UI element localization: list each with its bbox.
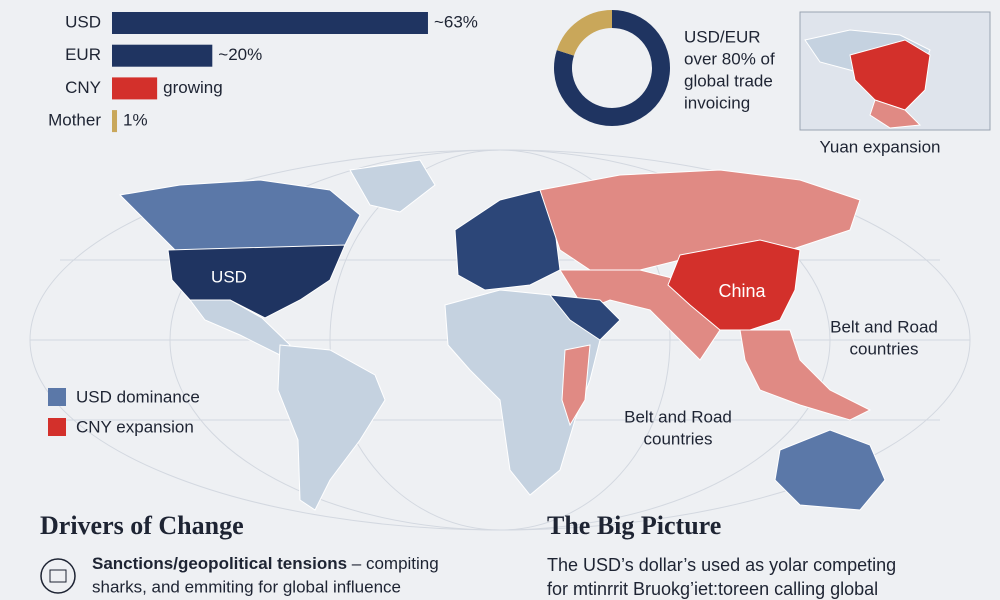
body-lead: Sanctions/geopolitical tensions — [92, 554, 347, 573]
body-text: for mtinrrit Bruokg’iet:toreen calling g… — [547, 579, 878, 599]
value-label: ~63% — [434, 12, 478, 31]
category-label: Mother — [48, 111, 101, 130]
map-label: USD — [211, 267, 247, 286]
countries — [118, 159, 886, 511]
bar — [112, 44, 213, 67]
category-label: USD — [65, 12, 101, 31]
annotation: USD/EUR — [684, 27, 761, 46]
body-text: – compiting — [347, 554, 439, 573]
legend-label: CNY expansion — [76, 417, 194, 436]
annotation: invoicing — [684, 93, 750, 112]
bar — [112, 12, 428, 34]
inset-caption: Yuan expansion — [820, 137, 941, 156]
map-label: Belt and Road — [624, 407, 732, 426]
donut-segment — [556, 10, 613, 57]
map-label: China — [718, 281, 766, 301]
value-label: ~20% — [218, 45, 262, 64]
donut-segment — [554, 10, 670, 126]
legend-label: USD dominance — [76, 387, 200, 406]
bar — [112, 110, 118, 133]
body-text: sharks, and emmiting for global influenc… — [92, 577, 401, 596]
map-label: countries — [850, 339, 919, 358]
map-label: Belt and Road — [830, 317, 938, 336]
icon — [49, 569, 67, 583]
legend-swatch — [48, 418, 66, 436]
annotation: global trade — [684, 71, 773, 90]
bar — [112, 77, 158, 100]
annotation: over 80% of — [684, 49, 775, 68]
value-label: 1% — [123, 111, 148, 130]
icon — [40, 558, 76, 594]
inset-map: Yuan expansion — [799, 11, 991, 156]
body-text: The USD’s dollar’s used as yolar competi… — [547, 555, 896, 575]
world-map: USD China Belt and Road countries Belt a… — [29, 149, 971, 531]
category-label: CNY — [65, 78, 101, 97]
section-title: The Big Picture — [547, 511, 721, 540]
legend-swatch — [48, 388, 66, 406]
section-title: Drivers of Change — [40, 511, 244, 540]
body-text: Sanctions/geopolitical tensions – compit… — [92, 554, 439, 573]
category-label: EUR — [65, 45, 101, 64]
map-label: countries — [644, 429, 713, 448]
value-label: growing — [163, 78, 223, 97]
